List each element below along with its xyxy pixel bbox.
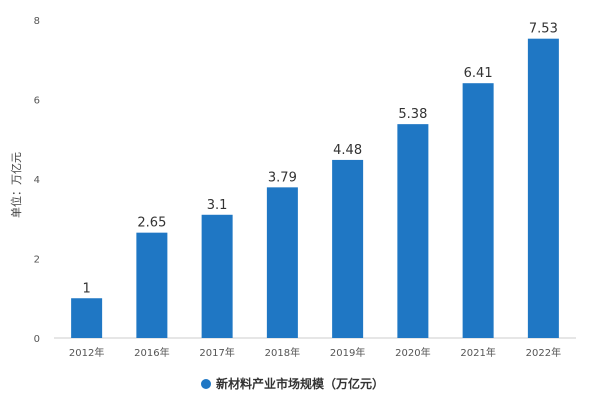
- x-tick-label-0: 2012年: [69, 346, 104, 359]
- bar-2: [201, 214, 233, 338]
- legend: 新材料产业市场规模（万亿元）: [201, 376, 384, 391]
- x-tick-label-6: 2021年: [460, 346, 495, 359]
- bar-value-label-0: 1: [82, 281, 90, 296]
- legend-marker: [201, 379, 211, 389]
- y-tick-label-4: 8: [34, 16, 40, 27]
- y-tick-label-1: 2: [34, 255, 40, 266]
- x-tick-label-3: 2018年: [265, 346, 300, 359]
- bar-value-label-7: 7.53: [529, 22, 558, 37]
- bar-4: [332, 159, 364, 338]
- x-axis-ticks: 2012年 2016年 2017年 2018年 2019年 2020年 2021年 2022年: [69, 346, 561, 359]
- y-axis-ticks: 0 2 4 6 8: [34, 16, 40, 345]
- y-tick-label-2: 4: [34, 175, 40, 186]
- bar-5: [397, 124, 429, 339]
- bar-value-label-6: 6.41: [464, 66, 493, 81]
- x-tick-label-5: 2020年: [395, 346, 430, 359]
- bar-value-labels: 1 2.65 3.1 3.79 4.48 5.38 6.41 7.53: [82, 22, 557, 297]
- bar-6: [462, 83, 494, 338]
- bar-value-label-3: 3.79: [268, 170, 297, 185]
- x-tick-label-4: 2019年: [330, 346, 365, 359]
- bar-0: [71, 298, 103, 338]
- x-tick-label-2: 2017年: [199, 346, 234, 359]
- legend-label: 新材料产业市场规模（万亿元）: [216, 376, 384, 391]
- y-tick-label-3: 6: [34, 96, 40, 107]
- bar-7: [527, 38, 559, 339]
- y-tick-label-0: 0: [34, 334, 40, 345]
- x-tick-label-1: 2016年: [134, 346, 169, 359]
- bars: [71, 38, 559, 339]
- bar-value-label-4: 4.48: [333, 143, 362, 158]
- bar-3: [266, 187, 298, 338]
- bar-value-label-2: 3.1: [207, 198, 228, 213]
- bar-value-label-5: 5.38: [398, 107, 427, 122]
- bar-1: [136, 232, 168, 338]
- bar-value-label-1: 2.65: [137, 216, 166, 231]
- y-axis-label: 单位：万亿元: [9, 152, 23, 218]
- x-tick-label-7: 2022年: [526, 346, 561, 359]
